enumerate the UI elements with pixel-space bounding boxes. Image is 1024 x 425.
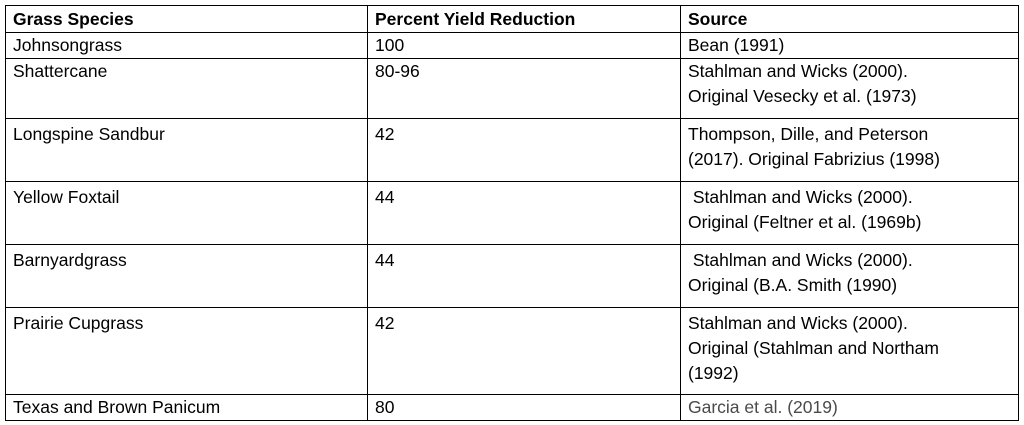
table-row: Shattercane 80-96 Stahlman and Wicks (20… [5, 58, 1019, 119]
reduction-cell: 80-96 [367, 58, 681, 119]
table-header-row: Grass Species Percent Yield Reduction So… [5, 5, 1019, 33]
source-line: Garcia et al. (2019) [688, 397, 838, 417]
source-line: Original (B.A. Smith (1990) [688, 275, 898, 295]
species-cell: Longspine Sandbur [5, 118, 368, 182]
source-cell: Stahlman and Wicks (2000). Original (B.A… [680, 244, 1019, 308]
yield-reduction-table: Grass Species Percent Yield Reduction So… [5, 5, 1019, 421]
table-row: Texas and Brown Panicum 80 Garcia et al.… [5, 394, 1019, 421]
source-line: Thompson, Dille, and Peterson [688, 124, 929, 144]
source-line: (2017). Original Fabrizius (1998) [688, 149, 940, 169]
source-cell: Garcia et al. (2019) [680, 394, 1019, 421]
header-source: Source [680, 5, 1019, 33]
table-row: Johnsongrass 100 Bean (1991) [5, 32, 1019, 59]
source-line: Stahlman and Wicks (2000). [688, 250, 913, 270]
species-cell: Texas and Brown Panicum [5, 394, 368, 421]
source-line: Stahlman and Wicks (2000). [688, 187, 913, 207]
source-line: Original (Feltner et al. (1969b) [688, 212, 922, 232]
reduction-cell: 44 [367, 244, 681, 308]
source-line: Stahlman and Wicks (2000). [688, 313, 908, 333]
table-row: Longspine Sandbur 42 Thompson, Dille, an… [5, 118, 1019, 182]
reduction-cell: 42 [367, 307, 681, 395]
source-cell: Stahlman and Wicks (2000). Original (Fel… [680, 181, 1019, 245]
reduction-cell: 44 [367, 181, 681, 245]
source-cell: Stahlman and Wicks (2000). Original Vese… [680, 58, 1019, 119]
reduction-cell: 42 [367, 118, 681, 182]
table-row: Yellow Foxtail 44 Stahlman and Wicks (20… [5, 181, 1019, 245]
reduction-cell: 80 [367, 394, 681, 421]
source-cell: Bean (1991) [680, 32, 1019, 59]
reduction-cell: 100 [367, 32, 681, 59]
header-percent-yield-reduction: Percent Yield Reduction [367, 5, 681, 33]
species-cell: Prairie Cupgrass [5, 307, 368, 395]
table-row: Barnyardgrass 44 Stahlman and Wicks (200… [5, 244, 1019, 308]
header-grass-species: Grass Species [5, 5, 368, 33]
source-line: Bean (1991) [688, 35, 785, 55]
source-line: (1992) [688, 363, 739, 383]
source-line: Original Vesecky et al. (1973) [688, 86, 917, 106]
source-line: Original (Stahlman and Northam [688, 338, 939, 358]
species-cell: Barnyardgrass [5, 244, 368, 308]
source-line: Stahlman and Wicks (2000). [688, 61, 908, 81]
species-cell: Johnsongrass [5, 32, 368, 59]
table-row: Prairie Cupgrass 42 Stahlman and Wicks (… [5, 307, 1019, 395]
species-cell: Yellow Foxtail [5, 181, 368, 245]
species-cell: Shattercane [5, 58, 368, 119]
source-cell: Stahlman and Wicks (2000). Original (Sta… [680, 307, 1019, 395]
source-cell: Thompson, Dille, and Peterson (2017). Or… [680, 118, 1019, 182]
